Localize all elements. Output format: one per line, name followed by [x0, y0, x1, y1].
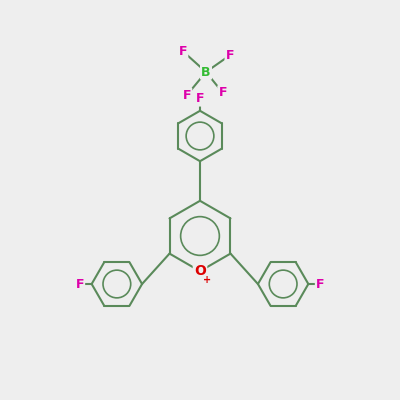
Text: F: F: [226, 49, 234, 62]
Text: F: F: [196, 92, 204, 105]
Text: +: +: [203, 274, 211, 285]
Text: O: O: [194, 264, 206, 278]
Text: F: F: [178, 45, 187, 58]
Text: B: B: [201, 66, 211, 78]
Text: F: F: [182, 89, 191, 102]
Text: F: F: [316, 278, 324, 290]
Text: F: F: [76, 278, 84, 290]
Text: F: F: [218, 86, 227, 99]
